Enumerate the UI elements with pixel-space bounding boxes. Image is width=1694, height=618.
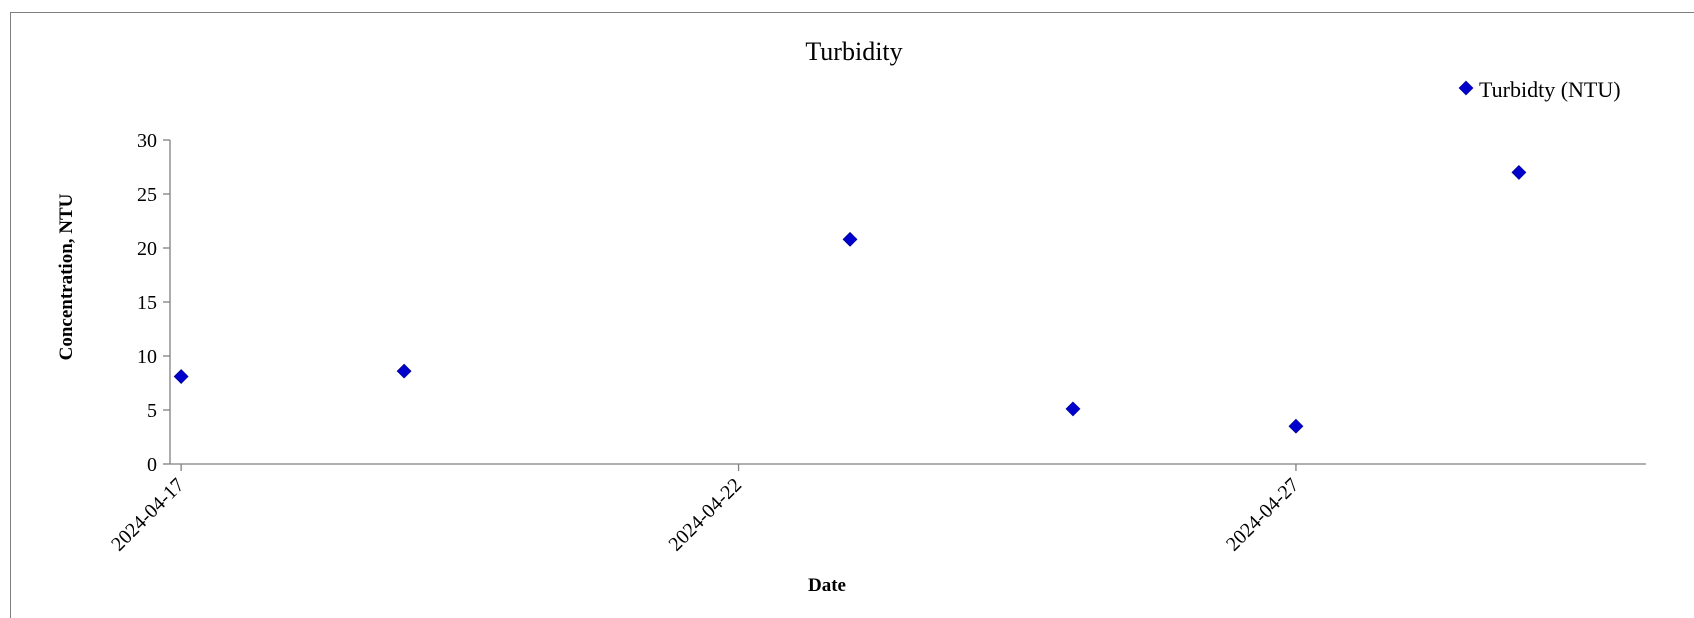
y-tick-label: 5 <box>147 400 157 422</box>
y-tick-label: 30 <box>137 130 157 152</box>
legend-marker <box>1458 80 1474 96</box>
data-point <box>173 369 189 384</box>
x-tick-label: 2024-04-27 <box>1222 474 1304 556</box>
y-tick-label: 15 <box>137 292 157 314</box>
data-point <box>1511 164 1527 180</box>
x-axis: 2024-04-17 2024-04-22 2024-04-27 <box>107 463 1646 556</box>
data-points <box>173 164 1527 434</box>
data-point <box>842 231 858 247</box>
x-tick-label: 2024-04-22 <box>665 474 747 556</box>
y-tick-label: 20 <box>137 238 157 260</box>
chart-frame <box>10 12 1694 618</box>
legend: Turbidty (NTU) <box>1458 77 1621 102</box>
x-tick-label: 2024-04-17 <box>107 474 189 556</box>
y-tick-label: 10 <box>137 346 157 368</box>
y-tick-label: 0 <box>147 454 157 476</box>
data-point <box>1065 401 1081 417</box>
data-point <box>396 363 412 379</box>
y-axis-label: Concentration, NTU <box>56 193 77 360</box>
data-point <box>1288 418 1304 434</box>
chart-title: Turbidity <box>805 37 902 66</box>
x-axis-label: Date <box>808 575 846 596</box>
legend-label: Turbidty (NTU) <box>1479 77 1621 102</box>
y-axis: 0 5 10 15 20 25 30 <box>137 130 171 476</box>
y-tick-label: 25 <box>137 184 157 206</box>
